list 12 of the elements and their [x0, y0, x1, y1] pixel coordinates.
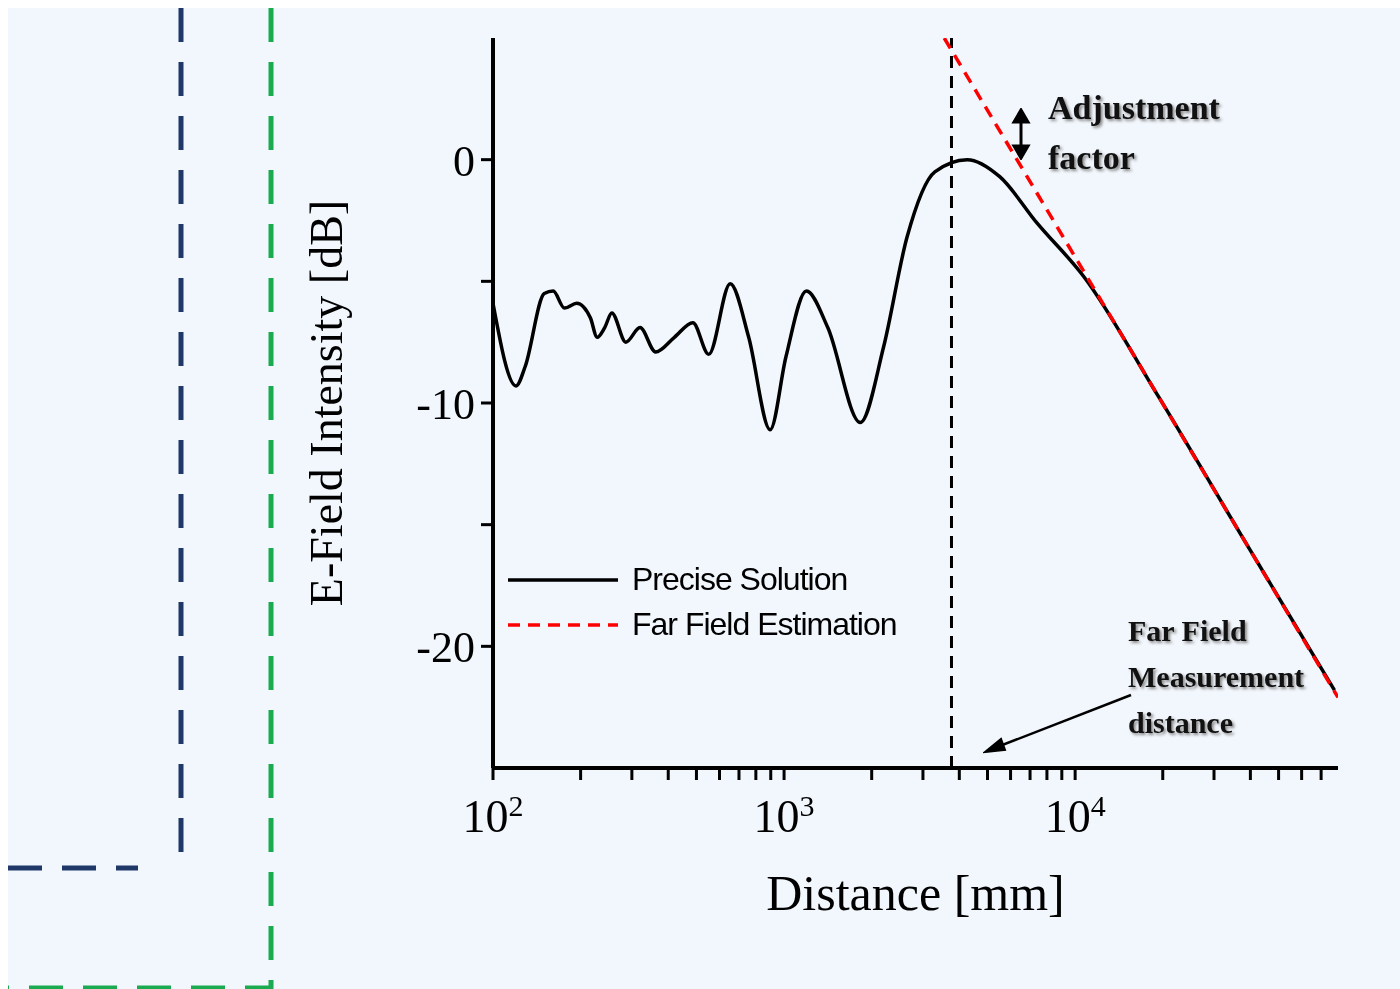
x-tick-label: 10$^{4}$	[1044, 788, 1106, 842]
y-axis-title: E-Field Intensity [dB]	[299, 199, 353, 607]
x-tick-label: 10$^{3}$	[753, 788, 815, 842]
annotation: Adjustment factor	[1048, 88, 1221, 178]
legend-label: Precise Solution	[632, 561, 848, 599]
x-axis-title: Distance [mm]	[766, 865, 1065, 921]
x-tick-label: 10$^{2}$	[462, 788, 524, 842]
y-tick-label: -10	[416, 380, 475, 429]
y-tick-label: -20	[416, 623, 475, 673]
y-tick-label: 0	[453, 136, 475, 186]
legend-label: Far Field Estimation	[632, 606, 897, 644]
annotation: Far Field Measurement distance	[1128, 613, 1306, 741]
